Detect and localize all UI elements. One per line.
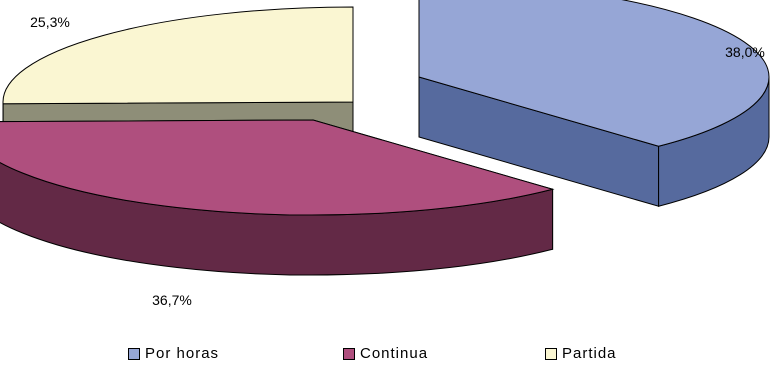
legend-item-por-horas: Por horas [128,345,219,362]
pie-slice-continua-top [0,119,555,216]
data-label-partida: 25,3% [30,14,70,30]
legend-swatch-continua [343,347,355,360]
legend-swatch-partida [545,347,557,360]
legend-label-continua: Continua [360,345,429,362]
legend-item-partida: Partida [545,345,617,362]
data-label-por-horas: 38,0% [725,44,765,60]
chart-legend: Por horas Continua Partida [0,345,772,367]
legend-label-por-horas: Por horas [145,345,220,362]
data-label-continua: 36,7% [152,292,192,308]
pie-slice-por-horas-top [418,0,770,147]
pie-slice-partida-top [2,6,354,105]
pie-slice-continua [0,119,555,276]
legend-label-partida: Partida [562,345,617,362]
legend-swatch-por-horas [128,347,140,360]
pie-slice-por-horas [418,0,770,207]
legend-item-continua: Continua [343,345,428,362]
